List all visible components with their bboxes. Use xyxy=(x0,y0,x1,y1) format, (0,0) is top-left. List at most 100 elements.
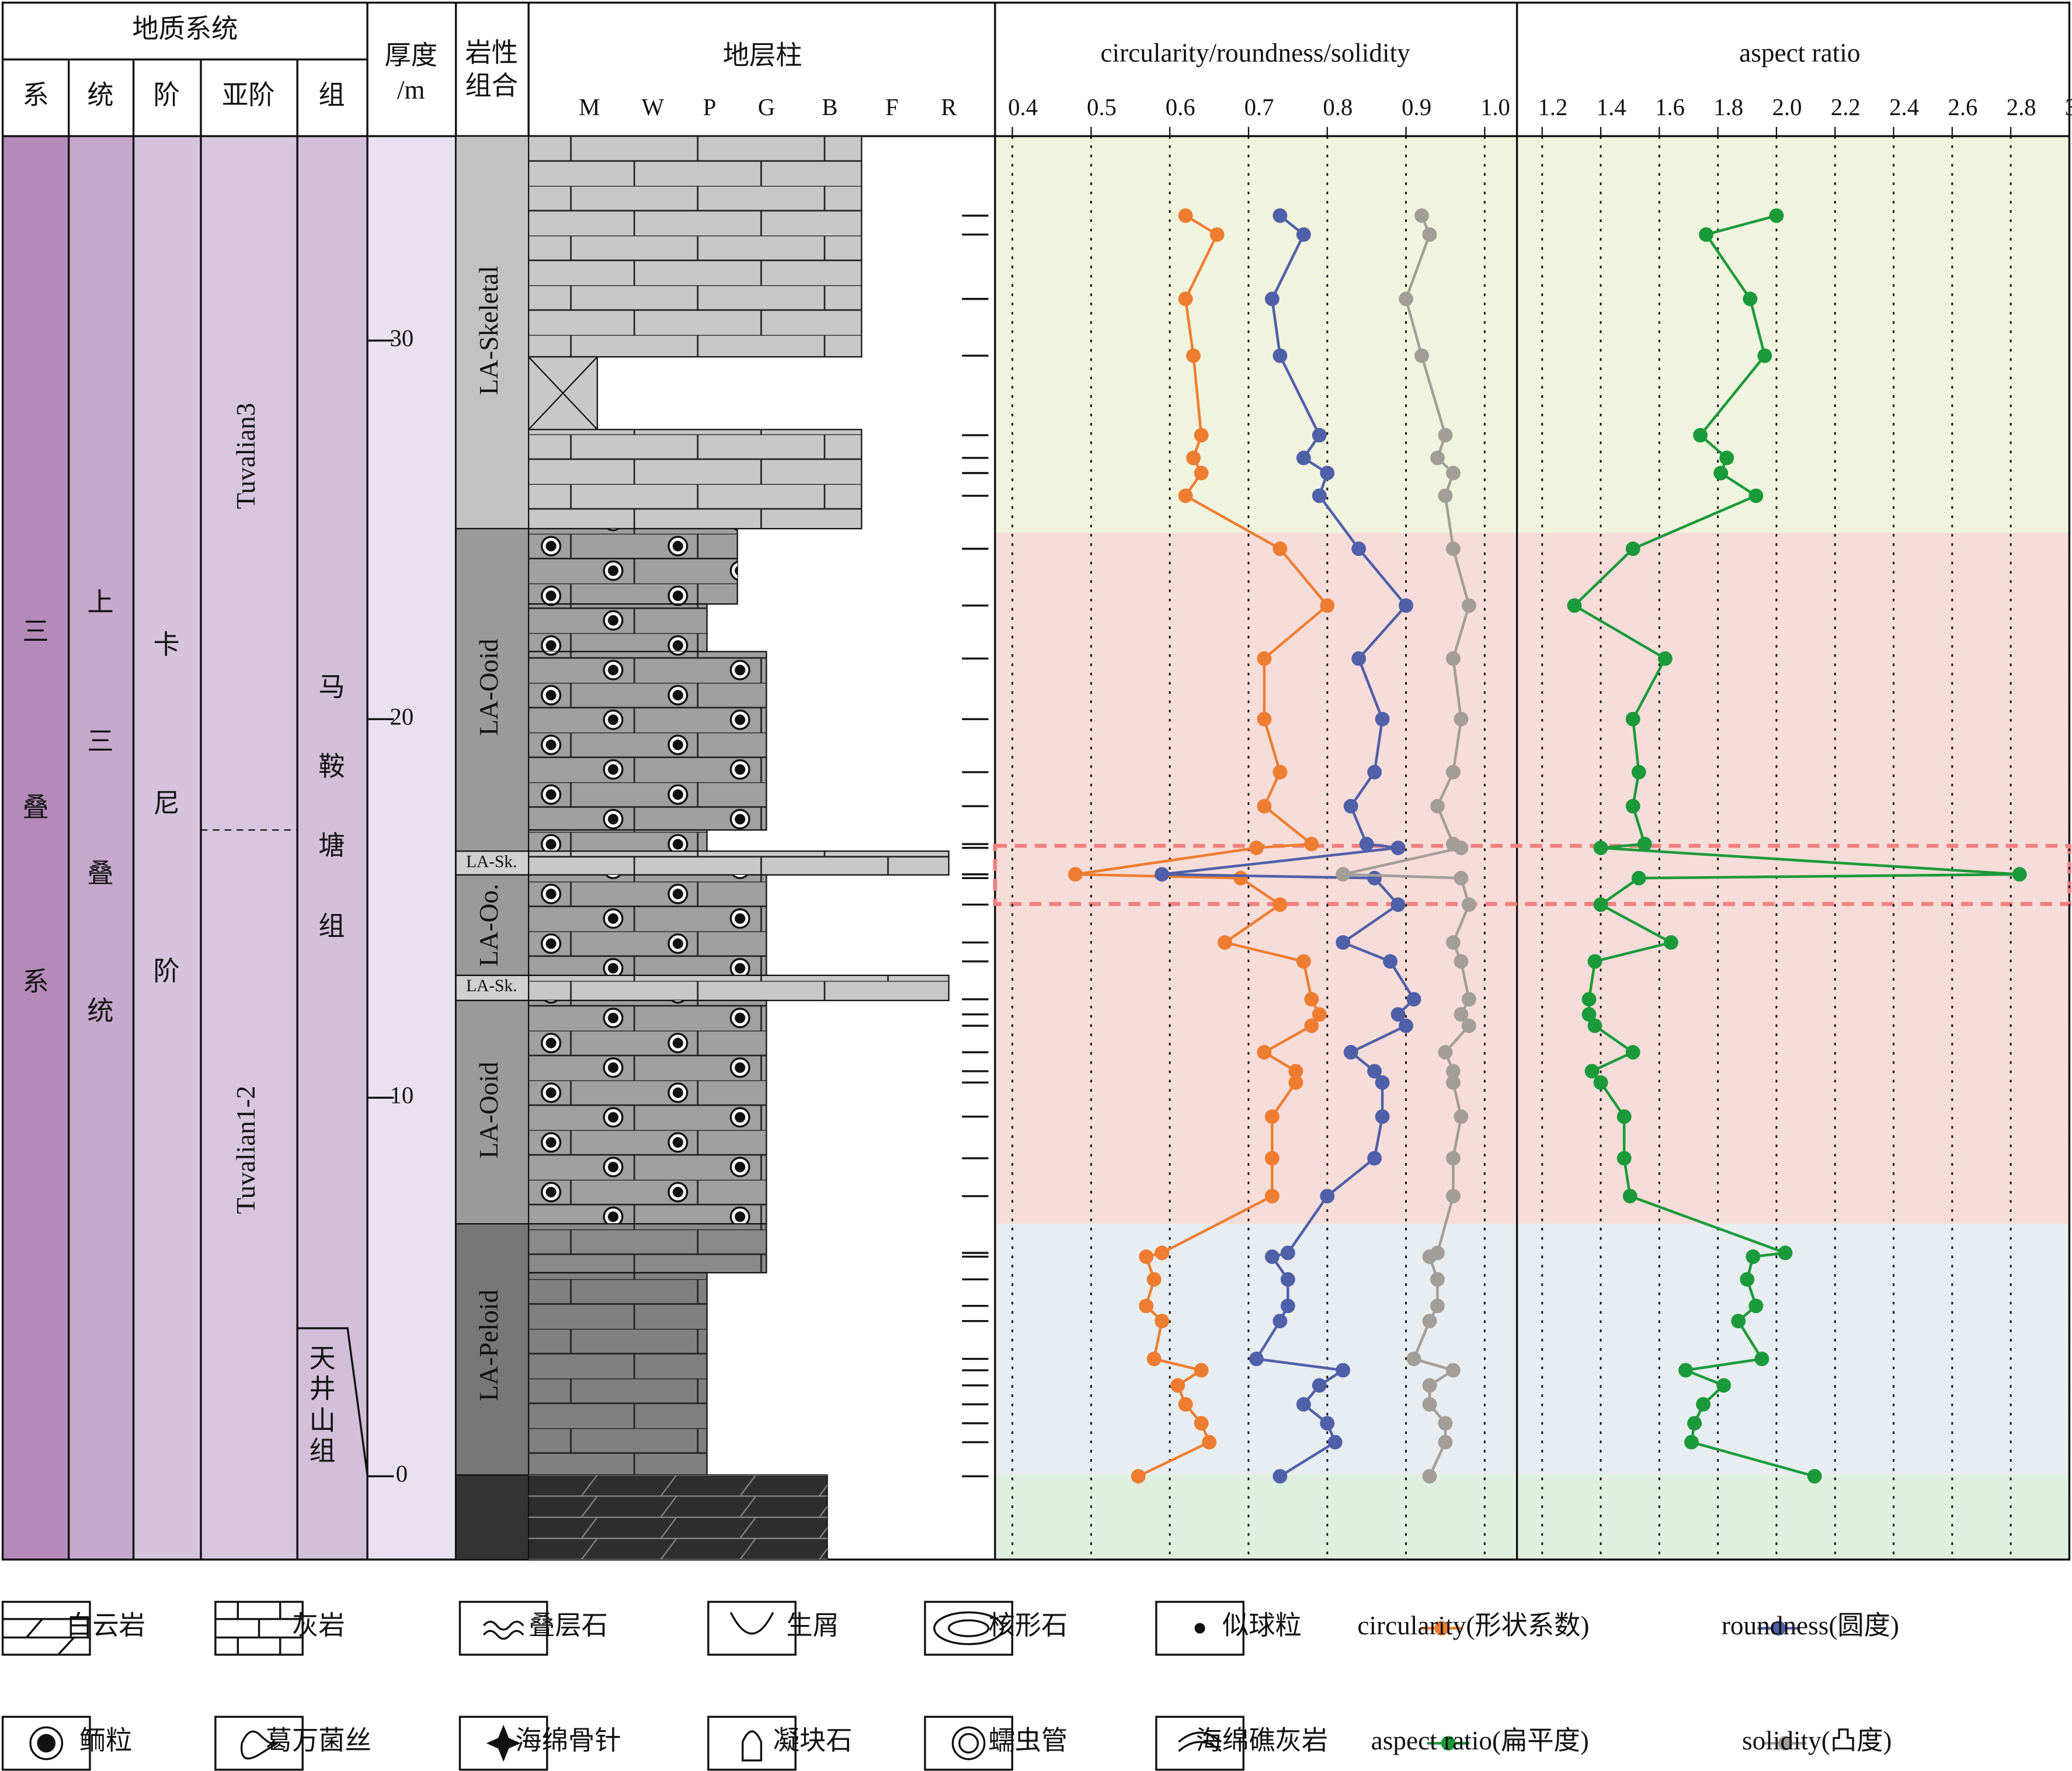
data-point xyxy=(1445,1151,1461,1166)
data-point xyxy=(1288,1064,1303,1079)
data-point xyxy=(1430,1272,1445,1287)
x-tick-label: 2.2 xyxy=(1831,94,1861,120)
legend-box xyxy=(924,1600,1013,1656)
data-point xyxy=(1327,1435,1343,1450)
data-point xyxy=(1320,1189,1335,1204)
data-point xyxy=(1406,992,1421,1007)
data-point xyxy=(1778,1245,1793,1260)
x-tick-label: 1.8 xyxy=(1713,94,1743,120)
data-point xyxy=(1375,1109,1390,1124)
covered xyxy=(528,356,598,430)
data-point xyxy=(1438,1045,1453,1060)
x-tick-label: 1.2 xyxy=(1538,94,1567,120)
legend-symbol xyxy=(486,1724,521,1762)
unit-char: 组 xyxy=(318,912,345,941)
legend-box xyxy=(924,1716,1013,1771)
bed-pattern xyxy=(529,1475,828,1560)
data-point xyxy=(2012,867,2027,882)
legend-symbol xyxy=(951,1726,986,1760)
data-point xyxy=(1414,208,1429,223)
legend-symbol xyxy=(37,1734,56,1753)
unit-char: 叠 xyxy=(87,859,113,888)
unit-char: 塘 xyxy=(318,831,345,860)
data-point xyxy=(1687,1416,1702,1431)
data-point xyxy=(1657,651,1673,666)
substage: Tuvalian1-2 xyxy=(231,1086,260,1214)
data-point xyxy=(1748,488,1764,503)
data-point xyxy=(1320,1416,1335,1431)
bed-pattern xyxy=(529,136,862,357)
stage-fill xyxy=(133,136,201,1560)
header: 阶 xyxy=(154,81,180,110)
data-point xyxy=(1202,1435,1216,1450)
data-point xyxy=(1616,1109,1632,1124)
data-point xyxy=(1807,1468,1822,1484)
legend-symbol xyxy=(1194,1623,1205,1634)
header: 组 xyxy=(318,81,345,110)
legend-label: 白云岩 xyxy=(66,1611,145,1640)
data-point xyxy=(1320,466,1335,481)
data-point xyxy=(1139,1249,1154,1264)
data-point xyxy=(1390,1007,1406,1022)
legend-label: 葛万菌丝 xyxy=(266,1726,371,1755)
grade-label: W xyxy=(642,94,665,120)
header: 组合 xyxy=(465,71,519,100)
data-point xyxy=(1581,1007,1597,1022)
legend-label: 灰岩 xyxy=(292,1611,345,1640)
legend-label: roundness(圆度) xyxy=(1722,1611,1899,1640)
data-point xyxy=(1264,291,1280,307)
legend-dot xyxy=(1441,1736,1456,1751)
data-point xyxy=(1155,867,1170,882)
lithology-name: LA-Oo. xyxy=(474,884,503,967)
unit-char: 上 xyxy=(87,588,113,617)
header: 厚度 xyxy=(384,41,437,70)
data-point xyxy=(1312,428,1327,443)
lithology-fill xyxy=(455,874,530,976)
bed-ooids xyxy=(529,529,738,605)
data-point xyxy=(1273,208,1288,223)
legend-box xyxy=(707,1716,797,1771)
data-point xyxy=(1445,1189,1461,1204)
data-point xyxy=(1139,1298,1154,1314)
data-point xyxy=(1194,1416,1209,1431)
data-point xyxy=(1296,227,1311,242)
data-point xyxy=(1367,870,1382,886)
header: 地层柱 xyxy=(723,41,802,70)
data-point xyxy=(1719,450,1734,466)
data-point xyxy=(1454,954,1469,969)
header: 统 xyxy=(87,81,113,110)
data-point xyxy=(1304,992,1319,1007)
data-point xyxy=(1343,1045,1358,1060)
data-point xyxy=(1678,1363,1693,1378)
lithology-name: LA-Ooid xyxy=(474,638,503,735)
data-point xyxy=(1713,466,1729,481)
x-tick-label: 2.6 xyxy=(1948,94,1977,120)
data-point xyxy=(1351,651,1367,666)
data-point xyxy=(1336,867,1351,882)
header: 亚阶 xyxy=(222,81,275,110)
data-point xyxy=(1233,870,1248,886)
lithology-name: LA-Sk. xyxy=(466,977,517,995)
data-point xyxy=(1567,598,1582,613)
substage-fill xyxy=(200,136,298,1560)
data-point xyxy=(1399,1018,1413,1033)
data-point xyxy=(1454,711,1469,727)
data-point xyxy=(1343,798,1358,814)
data-point xyxy=(1336,935,1351,950)
y-tick-label: 0 xyxy=(396,1461,408,1487)
legend-box xyxy=(707,1600,797,1656)
data-point xyxy=(1351,541,1367,556)
bed-pattern xyxy=(529,1224,767,1273)
data-point xyxy=(1375,1075,1390,1090)
lithology-name: LA-Peloid xyxy=(474,1290,503,1401)
thickness-fill xyxy=(367,136,456,1560)
data-point xyxy=(1454,1007,1469,1022)
unit-char: 马 xyxy=(318,673,345,702)
data-point xyxy=(1631,765,1646,780)
data-point xyxy=(1218,935,1232,950)
data-point xyxy=(1296,1397,1311,1412)
x-tick-label: 0.8 xyxy=(1323,94,1353,120)
header: 地质系统 xyxy=(132,15,238,44)
band xyxy=(995,136,2070,533)
legend-symbol xyxy=(958,1732,979,1754)
